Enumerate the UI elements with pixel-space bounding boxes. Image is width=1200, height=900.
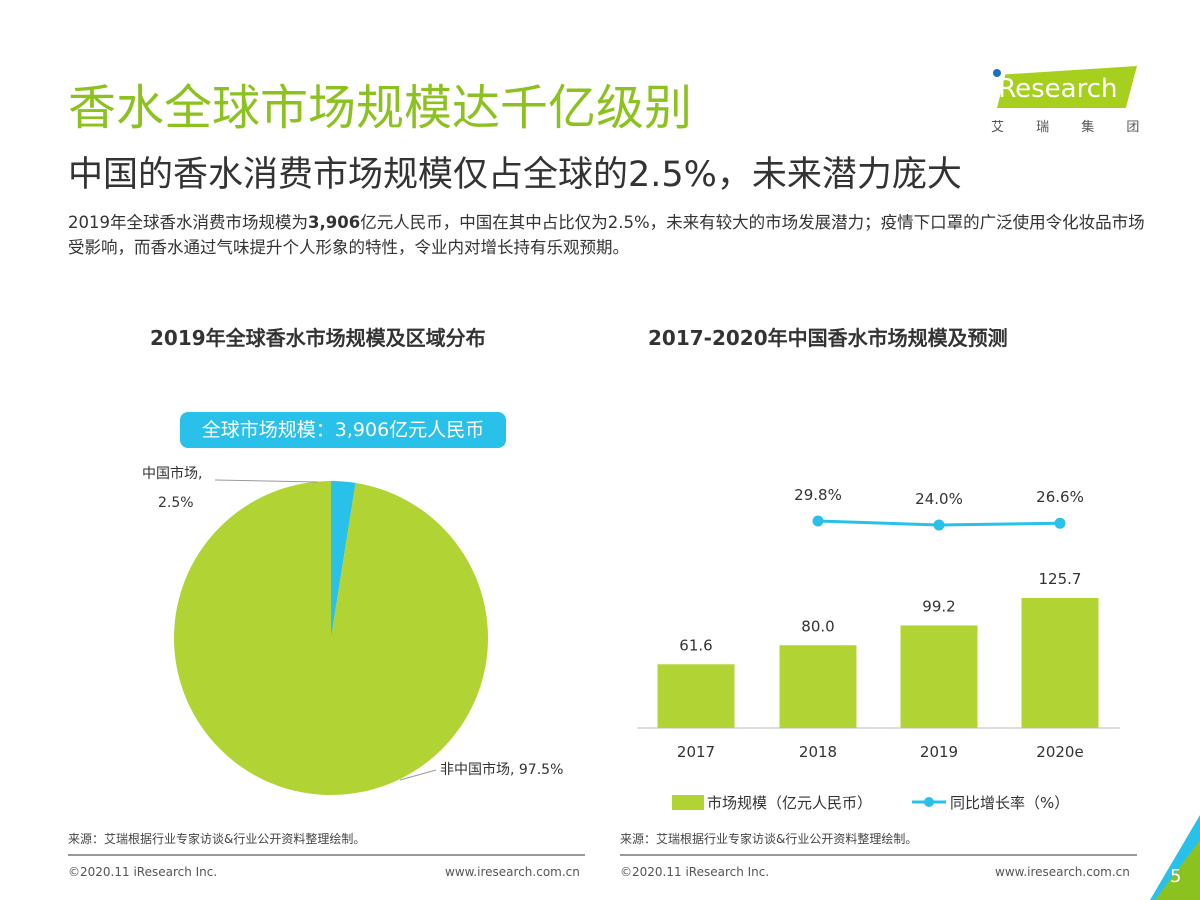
logo-subtext: 艾 瑞 集 团 <box>991 120 1154 135</box>
divider <box>68 854 585 856</box>
x-tick-label: 2019 <box>920 743 958 761</box>
source-note-right: 来源：艾瑞根据行业专家访谈&行业公开资料整理绘制。 <box>620 832 918 846</box>
leader-line <box>214 479 319 483</box>
bar-label: 99.2 <box>922 597 955 615</box>
x-tick-label: 2018 <box>799 743 837 761</box>
copyright: ©2020.11 iResearch Inc. <box>68 865 218 879</box>
growth-label: 29.8% <box>794 486 842 504</box>
growth-label: 24.0% <box>915 490 963 508</box>
page-subtitle: 中国的香水消费市场规模仅占全球的2.5%，未来潜力庞大 <box>68 155 962 195</box>
desc-text-2: 亿元人民币，中国在其中占比仅为2.5%，未来有较大的市场发展潜力；疫情下口罩的广… <box>68 213 1145 257</box>
x-tick-label: 2017 <box>677 743 715 761</box>
bar-2020e <box>1021 598 1099 728</box>
legend-line-marker <box>924 797 934 807</box>
bar-2019 <box>900 625 978 728</box>
desc-text: 2019年全球香水消费市场规模为 <box>68 213 308 232</box>
leader-line <box>399 769 437 781</box>
pie-slice-1 <box>173 480 488 795</box>
source-note-left: 来源：艾瑞根据行业专家访谈&行业公开资料整理绘制。 <box>68 832 366 846</box>
legend-bar-swatch <box>672 795 704 810</box>
growth-point <box>812 515 824 527</box>
website: www.iresearch.com.cn <box>995 865 1130 879</box>
pie-label-other: 非中国市场, 97.5% <box>440 761 563 778</box>
bar-label: 125.7 <box>1039 570 1082 588</box>
bar-2018 <box>779 645 857 728</box>
legend-line-label: 同比增长率（%） <box>950 794 1069 812</box>
growth-label: 26.6% <box>1036 488 1084 506</box>
pie-label-china: 中国市场, <box>142 465 202 482</box>
global-market-badge: 全球市场规模：3,906亿元人民币 <box>180 412 506 448</box>
x-tick-label: 2020e <box>1036 743 1083 761</box>
page-title: 香水全球市场规模达千亿级别 <box>68 80 693 136</box>
desc-bold: 3,906 <box>308 213 361 232</box>
logo: iResearch 艾 瑞 集 团 <box>985 64 1140 136</box>
legend-bar-label: 市场规模（亿元人民币） <box>707 794 872 812</box>
pie-value-china: 2.5% <box>158 495 194 511</box>
bar-2017 <box>657 664 735 728</box>
pie-chart-title: 2019年全球香水市场规模及区域分布 <box>150 326 486 350</box>
growth-point <box>933 519 945 531</box>
page-number: 5 <box>1170 866 1182 887</box>
description: 2019年全球香水消费市场规模为3,906亿元人民币，中国在其中占比仅为2.5%… <box>68 210 1148 260</box>
logo-text: iResearch <box>991 74 1118 104</box>
bar-label: 61.6 <box>679 636 712 654</box>
pie-slice-0 <box>331 481 356 638</box>
bar-label: 80.0 <box>801 617 834 635</box>
website: www.iresearch.com.cn <box>445 865 580 879</box>
bar-chart-title: 2017-2020年中国香水市场规模及预测 <box>648 326 1008 350</box>
copyright: ©2020.11 iResearch Inc. <box>620 865 770 879</box>
divider <box>620 854 1137 856</box>
growth-point <box>1054 517 1066 529</box>
